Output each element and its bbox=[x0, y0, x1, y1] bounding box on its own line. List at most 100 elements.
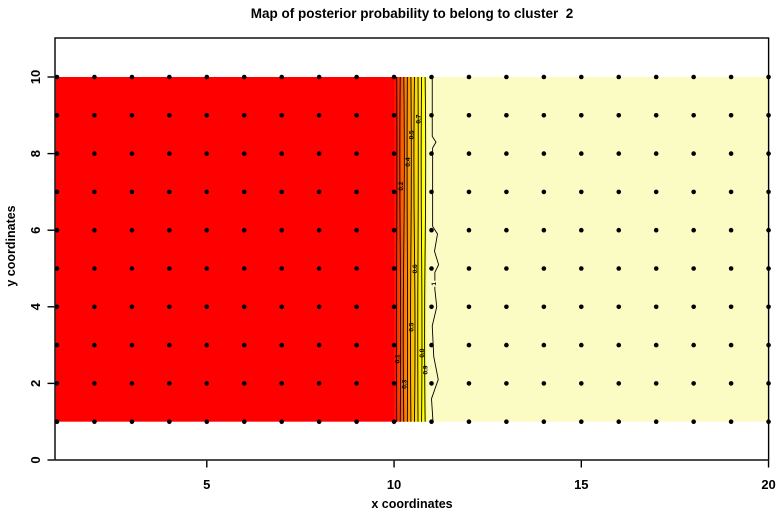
grid-dot bbox=[541, 189, 547, 195]
grid-dot bbox=[579, 342, 584, 348]
probability-field-low-region bbox=[55, 77, 395, 422]
grid-dot bbox=[466, 151, 472, 156]
grid-dot bbox=[391, 227, 397, 233]
contour-label: 0.2 bbox=[398, 181, 405, 190]
y-tick-label: 2 bbox=[28, 380, 43, 387]
grid-dot bbox=[54, 419, 60, 425]
grid-dot bbox=[391, 151, 397, 156]
grid-dot bbox=[691, 227, 696, 233]
grid-dot bbox=[728, 266, 734, 271]
grid-dot bbox=[691, 74, 696, 80]
grid-dot bbox=[653, 342, 659, 348]
grid-dot bbox=[466, 74, 472, 80]
grid-dot bbox=[541, 304, 547, 310]
grid-dot bbox=[728, 151, 734, 156]
x-tick-label: 20 bbox=[761, 477, 775, 492]
y-tick-label: 10 bbox=[28, 70, 43, 84]
grid-dot bbox=[204, 113, 210, 118]
y-axis-title: y coordinates bbox=[4, 205, 18, 287]
grid-dot bbox=[541, 266, 547, 271]
grid-dot bbox=[391, 189, 397, 195]
contour-label: 0.5 bbox=[409, 130, 416, 139]
contour-label: 1 bbox=[431, 282, 438, 286]
grid-dot bbox=[504, 342, 509, 348]
grid-dot bbox=[429, 113, 434, 118]
grid-dot bbox=[616, 419, 622, 425]
contour-line bbox=[395, 76, 398, 422]
grid-dot bbox=[241, 342, 247, 348]
contour-line bbox=[417, 76, 419, 422]
grid-dot bbox=[653, 227, 659, 233]
grid-dot bbox=[466, 227, 472, 233]
grid-dot bbox=[354, 304, 359, 310]
grid-dot bbox=[316, 419, 322, 425]
grid-dot bbox=[241, 74, 247, 80]
grid-dot bbox=[129, 74, 135, 80]
grid-dot bbox=[129, 419, 135, 425]
x-tick-label: 5 bbox=[203, 477, 210, 492]
grid-dot bbox=[429, 419, 434, 425]
contour-line bbox=[410, 76, 412, 422]
contour-label: 0.1 bbox=[394, 354, 401, 363]
grid-dot bbox=[316, 266, 322, 271]
grid-dot bbox=[92, 342, 97, 348]
grid-dot bbox=[391, 266, 397, 271]
grid-dot bbox=[728, 227, 734, 233]
grid-dot bbox=[616, 113, 622, 118]
x-tick-label: 10 bbox=[387, 477, 401, 492]
y-tick-label: 6 bbox=[28, 227, 43, 234]
grid-dot bbox=[204, 227, 210, 233]
grid-dot bbox=[616, 342, 622, 348]
contour-line bbox=[402, 76, 405, 422]
y-tick-label: 8 bbox=[28, 150, 43, 157]
grid-dot bbox=[653, 189, 659, 195]
grid-dot bbox=[279, 74, 285, 80]
grid-dot bbox=[316, 113, 322, 118]
grid-dot bbox=[653, 266, 659, 271]
grid-dot bbox=[429, 342, 434, 348]
grid-dot bbox=[167, 151, 172, 156]
contour-line-level-1 bbox=[431, 77, 440, 422]
grid-dot bbox=[354, 113, 359, 118]
grid-dot bbox=[541, 113, 547, 118]
grid-dot bbox=[541, 342, 547, 348]
grid-dot bbox=[429, 189, 434, 195]
grid-dot bbox=[129, 381, 135, 386]
grid-dot bbox=[204, 266, 210, 271]
grid-dot bbox=[354, 151, 359, 156]
grid-dot bbox=[728, 419, 734, 425]
grid-dot bbox=[54, 151, 60, 156]
grid-dot bbox=[391, 342, 397, 348]
grid-dot bbox=[316, 74, 322, 80]
grid-dot bbox=[616, 227, 622, 233]
plot-box bbox=[54, 37, 770, 461]
grid-dot bbox=[167, 189, 172, 195]
grid-dot bbox=[241, 304, 247, 310]
grid-dot bbox=[92, 74, 97, 80]
grid-dot bbox=[504, 74, 509, 80]
x-axis-title: x coordinates bbox=[371, 497, 453, 511]
grid-dot bbox=[129, 266, 135, 271]
grid-dot bbox=[279, 113, 285, 118]
grid-dot bbox=[579, 266, 584, 271]
grid-dot bbox=[616, 304, 622, 310]
grid-dot bbox=[167, 266, 172, 271]
grid-dot bbox=[466, 304, 472, 310]
probability-field-high-region bbox=[426, 77, 769, 422]
grid-dot bbox=[391, 381, 397, 386]
grid-dot bbox=[541, 381, 547, 386]
grid-dot bbox=[54, 227, 60, 233]
grid-dot bbox=[541, 419, 547, 425]
grid-dot bbox=[354, 227, 359, 233]
grid-dot bbox=[92, 381, 97, 386]
contour-label: 0.5 bbox=[409, 322, 416, 331]
contour-label: 0.3 bbox=[401, 379, 408, 388]
grid-dot bbox=[167, 227, 172, 233]
grid-dot bbox=[653, 74, 659, 80]
grid-dot bbox=[466, 381, 472, 386]
grid-dot bbox=[354, 419, 359, 425]
grid-dot bbox=[316, 381, 322, 386]
grid-dot bbox=[728, 189, 734, 195]
grid-dot bbox=[204, 74, 210, 80]
grid-dot bbox=[167, 381, 172, 386]
